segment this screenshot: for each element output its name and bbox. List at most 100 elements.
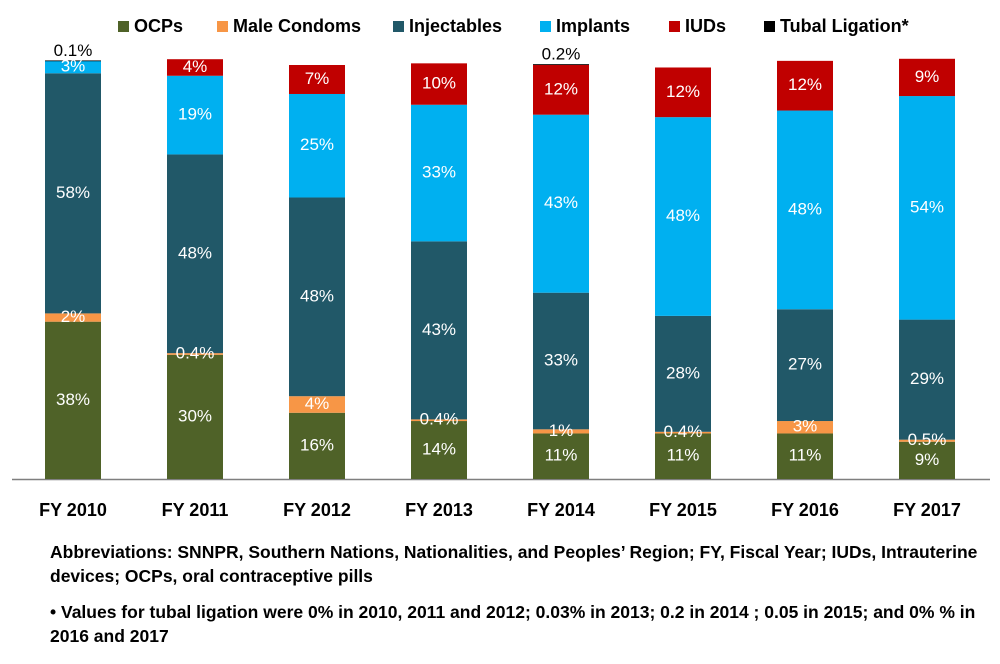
label-implants-fy-2013: 33% [422,163,456,182]
x-tick-label-fy-2011: FY 2011 [162,500,229,520]
label-injectables-fy-2010: 58% [56,183,90,202]
bar-injectables-fy-2010 [45,73,101,314]
bar-ocps-fy-2017 [899,441,955,479]
x-tick-label-fy-2014: FY 2014 [527,500,595,520]
bar-iuds-fy-2017 [899,58,955,97]
bar-male-condoms-fy-2014 [533,429,589,434]
legend-label-iuds: IUDs [685,15,727,36]
abbreviations-note: Abbreviations: SNNPR, Southern Nations, … [50,542,978,586]
bar-implants-fy-2017 [899,96,955,320]
bar-implants-fy-2015 [655,117,711,316]
bar-injectables-fy-2012 [289,197,345,397]
label-iuds-fy-2011: 4% [183,57,208,76]
label-injectables-fy-2016: 27% [788,355,822,374]
bar-injectables-fy-2011 [167,154,223,354]
legend-swatch-iuds [669,20,680,32]
bar-iuds-fy-2011 [167,59,223,76]
label-male-condoms-fy-2016: 3% [793,417,818,436]
footnotes: Abbreviations: SNNPR, Southern Nations, … [50,540,980,660]
legend-label-tubal-ligation: Tubal Ligation* [780,15,909,36]
label-iuds-fy-2016: 12% [788,75,822,94]
bar-ocps-fy-2010 [45,321,101,479]
label-implants-fy-2011: 19% [178,105,212,124]
label-male-condoms-fy-2015: 0.4% [664,422,703,441]
bar-iuds-fy-2015 [655,67,711,118]
label-ocps-fy-2011: 30% [178,406,212,425]
legend-label-male-condoms: Male Condoms [233,15,362,36]
bar-male-condoms-fy-2016 [777,421,833,434]
x-tick-label-fy-2012: FY 2012 [283,500,351,520]
x-tick-label-fy-2013: FY 2013 [405,500,473,520]
label-ocps-fy-2012: 16% [300,435,334,454]
label-ocps-fy-2017: 9% [915,450,940,469]
label-iuds-fy-2013: 10% [422,74,456,93]
bar-injectables-fy-2014 [533,292,589,430]
bar-ocps-fy-2014 [533,433,589,479]
label-implants-fy-2010: 3% [61,57,86,76]
label-injectables-fy-2013: 43% [422,320,456,339]
bar-implants-fy-2011 [167,75,223,155]
bar-male-condoms-fy-2010 [45,313,101,322]
bar-implants-fy-2012 [289,93,345,198]
bar-male-condoms-fy-2015 [655,431,711,434]
x-tick-label-fy-2015: FY 2015 [649,500,717,520]
label-male-condoms-fy-2014: 1% [549,421,574,440]
legend-item-injectables: Injectables [393,13,502,39]
legend-item-iuds: IUDs [669,13,726,39]
label-iuds-fy-2015: 12% [666,82,700,101]
bar-male-condoms-fy-2011 [167,353,223,355]
legend-item-tubal-ligation: Tubal Ligation* [764,13,909,39]
label-male-condoms-fy-2012: 4% [305,394,330,413]
label-injectables-fy-2011: 48% [178,243,212,262]
label-iuds-fy-2017: 9% [915,67,940,86]
tubal-ligation-note: • Values for tubal ligation were 0% in 2… [50,602,976,646]
label-male-condoms-fy-2013: 0.4% [420,410,459,429]
bar-ocps-fy-2013 [411,421,467,479]
legend-item-ocps: OCPs [118,13,183,39]
bar-injectables-fy-2016 [777,309,833,422]
label-male-condoms-fy-2011: 0.4% [176,343,215,362]
bar-tubal-ligation-fy-2014 [533,64,589,65]
label-injectables-fy-2014: 33% [544,350,578,369]
bar-ocps-fy-2015 [655,433,711,479]
label-implants-fy-2014: 43% [544,193,578,212]
legend-swatch-implants [540,20,551,32]
legend-swatch-ocps [118,20,129,32]
bar-male-condoms-fy-2012 [289,396,345,413]
legend-item-male-condoms: Male Condoms [217,13,361,39]
bar-ocps-fy-2011 [167,354,223,479]
label-ocps-fy-2013: 14% [422,440,456,459]
legend-swatch-tubal-ligation [764,20,775,32]
bar-iuds-fy-2016 [777,60,833,111]
x-tick-label-fy-2010: FY 2010 [39,500,107,520]
bar-implants-fy-2010 [45,60,101,74]
bar-ocps-fy-2012 [289,412,345,479]
bar-iuds-fy-2014 [533,65,589,115]
label-implants-fy-2016: 48% [788,199,822,218]
label-tubal-ligation-fy-2014: 0.2% [542,45,581,64]
label-implants-fy-2017: 54% [910,197,944,216]
bar-injectables-fy-2015 [655,315,711,432]
bar-male-condoms-fy-2017 [899,439,955,442]
label-implants-fy-2015: 48% [666,206,700,225]
legend-label-ocps: OCPs [134,15,184,36]
label-ocps-fy-2016: 11% [789,446,822,465]
bar-implants-fy-2016 [777,110,833,310]
label-injectables-fy-2015: 28% [666,363,700,382]
label-iuds-fy-2014: 12% [544,79,578,98]
label-tubal-ligation-fy-2010: 0.1% [54,41,93,60]
legend-label-injectables: Injectables [409,15,503,36]
legend-swatch-injectables [393,20,404,32]
legend-swatch-male-condoms [217,20,228,32]
label-ocps-fy-2010: 38% [56,390,90,409]
bar-implants-fy-2014 [533,114,589,293]
bar-ocps-fy-2016 [777,433,833,479]
bar-injectables-fy-2013 [411,241,467,420]
label-male-condoms-fy-2017: 0.5% [908,430,947,449]
legend-item-implants: Implants [540,13,630,39]
bar-male-condoms-fy-2013 [411,419,467,422]
label-ocps-fy-2014: 11% [545,446,578,465]
bar-injectables-fy-2017 [899,319,955,440]
x-tick-label-fy-2016: FY 2016 [771,500,839,520]
